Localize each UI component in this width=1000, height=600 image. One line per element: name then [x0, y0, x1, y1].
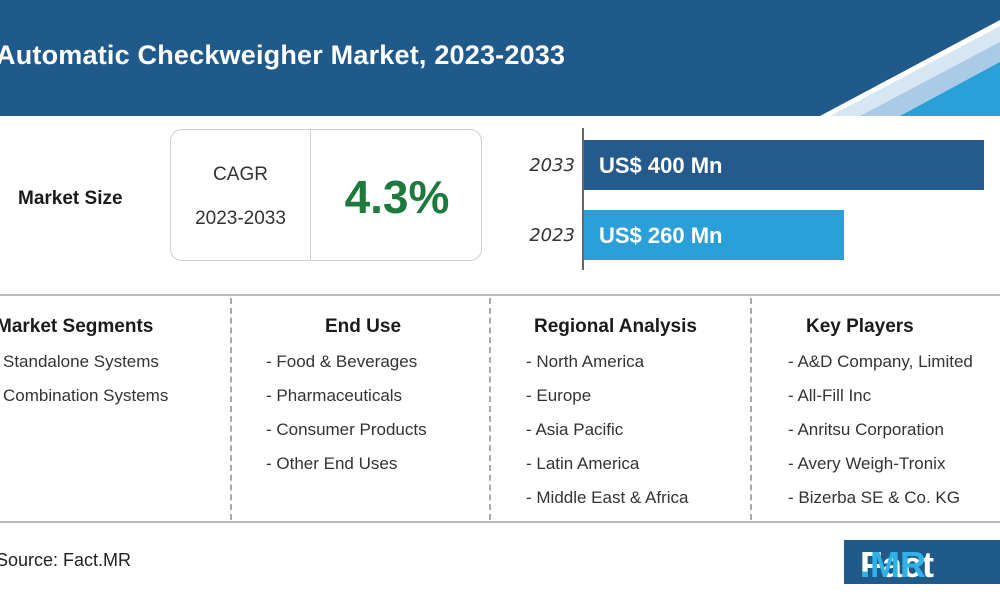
column-divider-2 — [489, 298, 491, 520]
cagr-label: CAGR — [213, 164, 268, 185]
list-item: - Bizerba SE & Co. KG — [788, 488, 960, 507]
cagr-value: 4.3% — [344, 171, 450, 223]
market-size-label: Market Size — [18, 188, 123, 209]
segment-column-market-segments: Market Segments Standalone Systems Combi… — [0, 316, 168, 420]
header-banner: Automatic Checkweigher Market, 2023-2033 — [0, 0, 1000, 116]
column-divider-3 — [750, 298, 752, 520]
value-label-2023: US$ 260 Mn — [599, 223, 723, 248]
list-item: - All-Fill Inc — [788, 386, 872, 405]
column-divider-1 — [230, 298, 232, 520]
list-item: - Other End Uses — [266, 454, 398, 473]
factmr-logo: Fact .MR — [844, 540, 1000, 585]
list-item: Standalone Systems — [3, 352, 159, 371]
list-item: - Asia Pacific — [526, 420, 624, 439]
list-item: - Middle East & Africa — [526, 488, 689, 507]
segments-top-divider — [0, 294, 1000, 296]
category-label-2023: 2023 — [529, 225, 575, 246]
segment-column-key-players: Key Players - A&D Company, Limited - All… — [788, 316, 973, 522]
market-size-bar-chart: 2033 US$ 400 Mn 2023 US$ 260 Mn — [529, 128, 984, 270]
chart-title: Automatic Checkweigher Market, 2023-2033 — [0, 40, 566, 70]
list-item: Combination Systems — [3, 386, 169, 405]
source-note: Source: Fact.MR — [0, 550, 132, 570]
segment-column-end-use: End Use - Food & Beverages - Pharmaceuti… — [266, 316, 427, 488]
segment-column-regional-analysis: Regional Analysis - North America - Euro… — [526, 316, 697, 522]
cagr-divider — [310, 130, 311, 260]
list-item: - Food & Beverages — [266, 352, 418, 371]
list-item: - Pharmaceuticals — [266, 386, 403, 405]
list-item: - Anritsu Corporation — [788, 420, 944, 439]
cagr-period: 2023-2033 — [195, 208, 286, 229]
segment-heading: Regional Analysis — [534, 316, 697, 337]
list-item: - Latin America — [526, 454, 640, 473]
list-item: - A&D Company, Limited — [788, 352, 973, 371]
segment-heading: End Use — [325, 316, 402, 337]
segment-heading: Key Players — [806, 316, 914, 337]
value-label-2033: US$ 400 Mn — [599, 153, 723, 178]
banner-background — [0, 0, 1000, 116]
cagr-box: CAGR 2023-2033 4.3% — [170, 129, 482, 261]
bar-2023 — [584, 210, 844, 260]
logo-suffix: .MR — [860, 544, 926, 585]
segment-heading: Market Segments — [0, 316, 154, 337]
category-label-2033: 2033 — [529, 155, 575, 176]
list-item: - Consumer Products — [266, 420, 427, 439]
segments-bottom-divider — [0, 521, 1000, 523]
list-item: - Avery Weigh-Tronix — [788, 454, 946, 473]
logo-main: Fact — [860, 544, 935, 585]
list-item: - Europe — [526, 386, 592, 405]
bar-2033 — [584, 140, 984, 190]
list-item: - North America — [526, 352, 645, 371]
